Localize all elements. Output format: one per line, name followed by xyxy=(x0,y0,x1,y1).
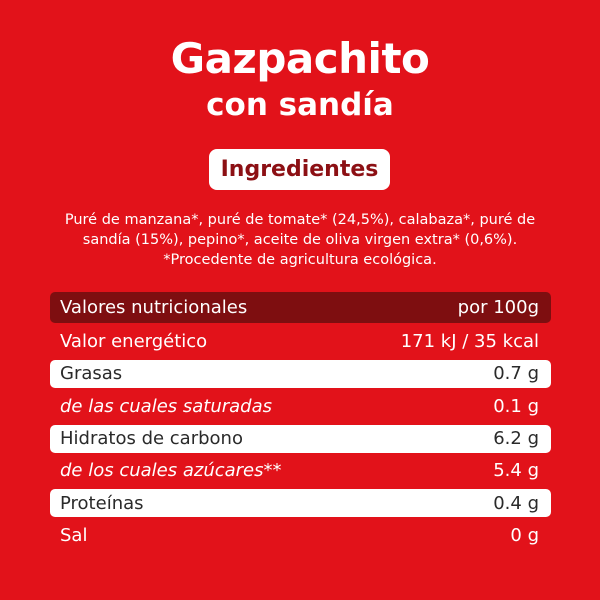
nutrition-row-carbs: Hidratos de carbono 6.2 g xyxy=(50,424,551,453)
nutrition-header-row: Valores nutricionales por 100g xyxy=(50,292,551,323)
nutrition-table: Valores nutricionales por 100g Valor ene… xyxy=(50,292,551,554)
ingredients-line: Puré de manzana*, puré de tomate* (24,5%… xyxy=(64,212,536,228)
nutrition-label: Valor energético xyxy=(60,330,208,352)
nutrition-header-value: por 100g xyxy=(457,297,539,318)
nutrition-value: 0 g xyxy=(510,525,539,547)
nutrition-header-label: Valores nutricionales xyxy=(60,297,248,318)
nutrition-value: 0.1 g xyxy=(493,395,539,417)
nutrition-row-protein: Proteínas 0.4 g xyxy=(50,489,551,518)
nutrition-row-saturated: de las cuales saturadas 0.1 g xyxy=(50,392,551,420)
nutrition-row-energy: Valor energético 171 kJ / 35 kcal xyxy=(50,327,551,355)
product-subtitle: con sandía xyxy=(206,87,394,123)
ingredients-text: Puré de manzana*, puré de tomate* (24,5%… xyxy=(40,210,560,270)
nutrition-row-fat: Grasas 0.7 g xyxy=(50,359,551,388)
nutrition-label: Proteínas xyxy=(60,492,144,514)
ingredients-line: sandía (15%), pepino*, aceite de oliva v… xyxy=(82,232,518,248)
ingredients-footnote: *Procedente de agricultura ecológica. xyxy=(163,252,437,268)
nutrition-value: 0.7 g xyxy=(493,363,539,385)
nutrition-value: 6.2 g xyxy=(493,428,539,450)
product-title: Gazpachito xyxy=(170,34,430,83)
nutrition-label: de las cuales saturadas xyxy=(60,395,273,417)
ingredients-heading: Ingredientes xyxy=(209,149,390,190)
nutrition-value: 5.4 g xyxy=(493,460,539,482)
nutrition-label: de los cuales azúcares** xyxy=(60,460,282,482)
nutrition-value: 171 kJ / 35 kcal xyxy=(400,330,539,352)
nutrition-label: Hidratos de carbono xyxy=(60,428,243,450)
nutrition-label: Grasas xyxy=(60,363,123,385)
nutrition-row-salt: Sal 0 g xyxy=(50,522,551,550)
nutrition-label: Sal xyxy=(60,525,88,547)
nutrition-row-sugars: de los cuales azúcares** 5.4 g xyxy=(50,457,551,485)
nutrition-value: 0.4 g xyxy=(493,492,539,514)
